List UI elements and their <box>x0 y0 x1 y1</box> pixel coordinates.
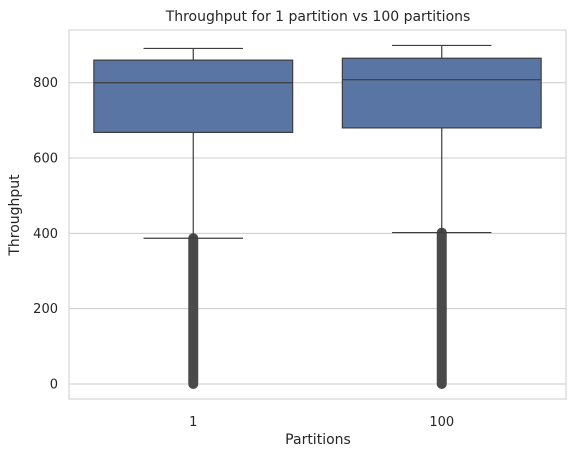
y-tick-label: 800 <box>33 76 58 91</box>
y-tick-label: 200 <box>33 302 58 317</box>
outlier-points <box>188 233 199 389</box>
box-plots <box>93 44 542 389</box>
outlier-points <box>436 227 447 389</box>
y-tick-label: 0 <box>50 377 58 392</box>
box-group-1 <box>93 47 294 389</box>
x-axis-label: Partitions <box>285 432 351 448</box>
iqr-box <box>93 59 294 134</box>
x-tick-label: 100 <box>429 415 454 430</box>
y-tick-label: 600 <box>33 152 58 167</box>
x-tick-label: 1 <box>189 415 197 430</box>
axis-ticks: 0 200 400 600 800 1 100 <box>33 76 454 430</box>
y-axis-label: Throughput <box>7 174 23 257</box>
box-group-100 <box>341 44 542 389</box>
plot-frame <box>68 29 567 400</box>
chart-title: Throughput for 1 partition vs 100 partit… <box>165 9 471 25</box>
y-tick-label: 400 <box>33 227 58 242</box>
iqr-box <box>341 57 542 129</box>
